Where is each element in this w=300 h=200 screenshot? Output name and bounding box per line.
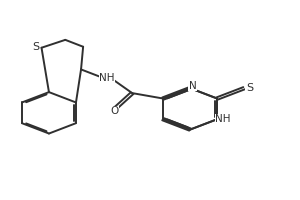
Text: S: S <box>32 42 39 52</box>
Text: NH: NH <box>215 114 231 124</box>
Text: O: O <box>110 106 118 116</box>
Text: NH: NH <box>99 73 115 83</box>
Text: S: S <box>246 83 253 93</box>
Text: N: N <box>189 81 196 91</box>
